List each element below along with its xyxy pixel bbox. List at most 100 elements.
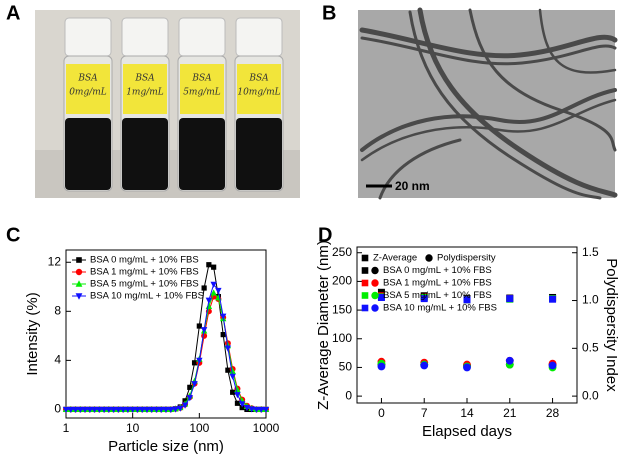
y-tick-label: 0: [345, 388, 352, 402]
marker: [463, 363, 471, 372]
x-tick-label: 1000: [253, 421, 280, 435]
y2-tick-label: 1.0: [582, 293, 599, 307]
marker: [361, 304, 369, 312]
vial-cap: [178, 17, 226, 57]
marker: [234, 386, 241, 393]
marker: [211, 264, 217, 270]
y2-axis-title: Polydispersity Index: [603, 258, 620, 392]
marker: [253, 406, 260, 414]
marker: [191, 360, 198, 366]
y-tick-label: 50: [339, 360, 353, 374]
marker: [243, 404, 251, 412]
marker: [548, 361, 557, 370]
marker: [62, 406, 70, 414]
y-tick-label: 200: [332, 274, 352, 288]
marker: [75, 293, 83, 300]
vial-label-text: BSA: [248, 74, 269, 84]
marker: [224, 345, 232, 352]
y-tick-label: 150: [332, 302, 352, 316]
legend-label: BSA 1 mg/mL + 10% FBS: [383, 278, 492, 289]
marker: [205, 297, 213, 304]
vial-label-text: 1mg/mL: [126, 88, 164, 98]
y2-tick-label: 0.5: [582, 340, 599, 354]
x-axis-title: Particle size (nm): [108, 438, 224, 455]
vial-liquid: [179, 118, 225, 190]
y-tick-label: 0: [54, 402, 61, 416]
marker: [76, 257, 82, 263]
marker: [196, 357, 203, 364]
marker: [167, 406, 174, 414]
x-tick-label: 7: [421, 406, 428, 420]
marker: [158, 406, 165, 414]
marker: [86, 406, 94, 414]
x-tick-label: 21: [503, 406, 517, 420]
vial-liquid: [65, 118, 111, 190]
marker: [215, 287, 222, 295]
marker: [371, 279, 379, 287]
marker: [75, 268, 83, 276]
marker: [177, 405, 184, 412]
marker: [549, 295, 557, 303]
marker: [143, 406, 151, 414]
vial-photo: BSA 0mg/mL BSA 1mg/mL BSA 5mg/mL BSA 10mg/mL: [35, 10, 300, 198]
marker: [96, 406, 103, 414]
marker: [229, 367, 236, 375]
vial-label-text: BSA: [134, 74, 155, 84]
marker: [234, 392, 241, 399]
vial-label: [123, 64, 167, 114]
marker: [234, 400, 241, 406]
marker: [219, 313, 227, 320]
panel-label: A: [6, 2, 20, 24]
vial-label-text: 0mg/mL: [69, 88, 107, 98]
marker: [210, 281, 217, 288]
marker: [248, 406, 255, 413]
vial-cap: [121, 17, 169, 57]
marker: [72, 406, 79, 414]
vial-label: [66, 64, 110, 114]
y-tick-label: 100: [332, 331, 352, 345]
marker: [463, 296, 471, 304]
marker: [361, 267, 369, 274]
marker: [100, 406, 108, 414]
marker: [220, 332, 226, 338]
marker: [239, 404, 245, 411]
marker: [420, 295, 428, 303]
marker: [201, 285, 207, 291]
y2-tick-label: 1.5: [582, 245, 599, 259]
legend-label: BSA 0 mg/mL + 10% FBS: [383, 265, 492, 276]
vial-cap: [235, 17, 283, 57]
legend-label: BSA 10 mg/mL + 10% FBS: [90, 291, 204, 302]
vial-liquid: [122, 118, 168, 190]
marker: [77, 406, 84, 414]
marker: [181, 402, 189, 409]
marker: [361, 254, 369, 262]
y-axis-title: Intensity (%): [24, 292, 41, 375]
marker: [124, 406, 132, 414]
vial-cap: [64, 17, 112, 57]
marker: [361, 292, 369, 299]
marker: [119, 406, 127, 414]
vial-label-text: BSA: [191, 74, 212, 84]
marker: [377, 293, 385, 301]
vial-label: [180, 64, 224, 114]
marker: [153, 406, 160, 414]
x-tick-label: 1: [63, 421, 70, 435]
marker: [420, 361, 429, 370]
legend-label: BSA 1 mg/mL + 10% FBS: [90, 267, 199, 278]
marker: [506, 295, 514, 303]
x-tick-label: 28: [546, 406, 560, 420]
legend-label: BSA 0 mg/mL + 10% FBS: [90, 255, 199, 266]
y-tick-label: 8: [54, 303, 61, 317]
marker: [81, 406, 89, 414]
panel-label: C: [6, 224, 20, 246]
legend-label: BSA 10 mg/mL + 10% FBS: [383, 303, 497, 314]
tem-image: 20 nm: [358, 7, 618, 200]
marker: [200, 327, 208, 334]
y-axis-title: Z-Average Diameter (nm): [315, 240, 332, 410]
vial-label-text: 10mg/mL: [237, 88, 280, 98]
panel-label: D: [318, 224, 332, 246]
marker: [229, 373, 236, 380]
marker: [75, 280, 83, 287]
series-line: [66, 283, 266, 410]
legend-label: Polydispersity: [437, 253, 496, 264]
